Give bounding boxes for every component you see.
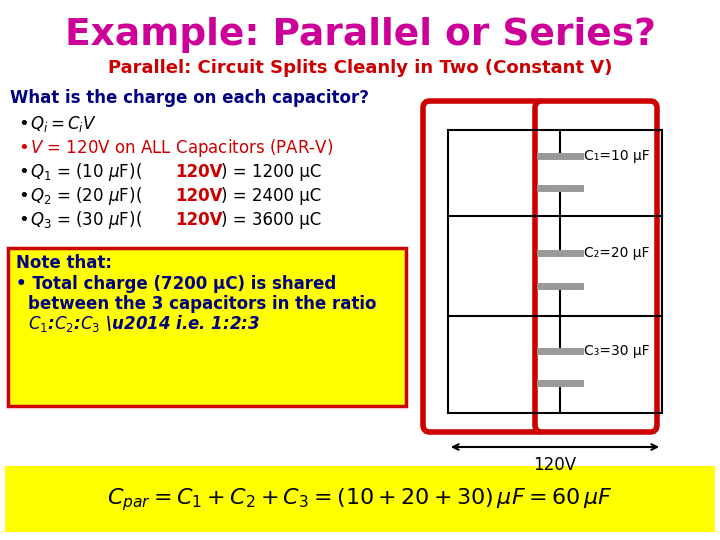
FancyBboxPatch shape [423,101,545,432]
Text: $C_1$:$C_2$:$C_3$ \u2014 i.e. 1:2:3: $C_1$:$C_2$:$C_3$ \u2014 i.e. 1:2:3 [28,314,260,334]
Text: 120V: 120V [175,211,222,229]
Text: $V$ = 120V on ALL Capacitors (PAR-V): $V$ = 120V on ALL Capacitors (PAR-V) [30,137,333,159]
Text: What is the charge on each capacitor?: What is the charge on each capacitor? [10,89,369,107]
Text: •: • [18,139,29,157]
Text: Note that:: Note that: [16,254,112,272]
Text: $C_{par} = C_1 + C_2 + C_3 = (10 + 20 + 30)\,\mu F = 60\,\mu F$: $C_{par} = C_1 + C_2 + C_3 = (10 + 20 + … [107,487,613,514]
Text: C₂=20 μF: C₂=20 μF [584,246,649,260]
Text: $Q_1$ = (10 $\mu$F)(: $Q_1$ = (10 $\mu$F)( [30,161,142,183]
Text: ) = 3600 μC: ) = 3600 μC [221,211,321,229]
FancyBboxPatch shape [535,101,657,432]
Text: Example: Parallel or Series?: Example: Parallel or Series? [65,17,655,53]
Text: $Q_3$ = (30 $\mu$F)(: $Q_3$ = (30 $\mu$F)( [30,209,142,231]
Text: •: • [18,187,29,205]
Text: •: • [18,211,29,229]
Text: •: • [18,163,29,181]
Text: C₃=30 μF: C₃=30 μF [584,344,649,358]
Text: between the 3 capacitors in the ratio: between the 3 capacitors in the ratio [28,295,377,313]
Text: •: • [18,115,29,133]
FancyBboxPatch shape [5,466,715,532]
Text: C₁=10 μF: C₁=10 μF [584,149,649,163]
Text: Parallel: Circuit Splits Cleanly in Two (Constant V): Parallel: Circuit Splits Cleanly in Two … [108,59,612,77]
Text: ) = 1200 μC: ) = 1200 μC [221,163,321,181]
FancyBboxPatch shape [8,248,406,406]
Text: 120V: 120V [175,163,222,181]
Text: 120V: 120V [534,456,577,474]
Text: 120V: 120V [175,187,222,205]
Text: $Q_i = C_i V$: $Q_i = C_i V$ [30,114,97,134]
Text: ) = 2400 μC: ) = 2400 μC [221,187,321,205]
Text: • Total charge (7200 μC) is shared: • Total charge (7200 μC) is shared [16,275,336,293]
Text: $Q_2$ = (20 $\mu$F)(: $Q_2$ = (20 $\mu$F)( [30,185,142,207]
